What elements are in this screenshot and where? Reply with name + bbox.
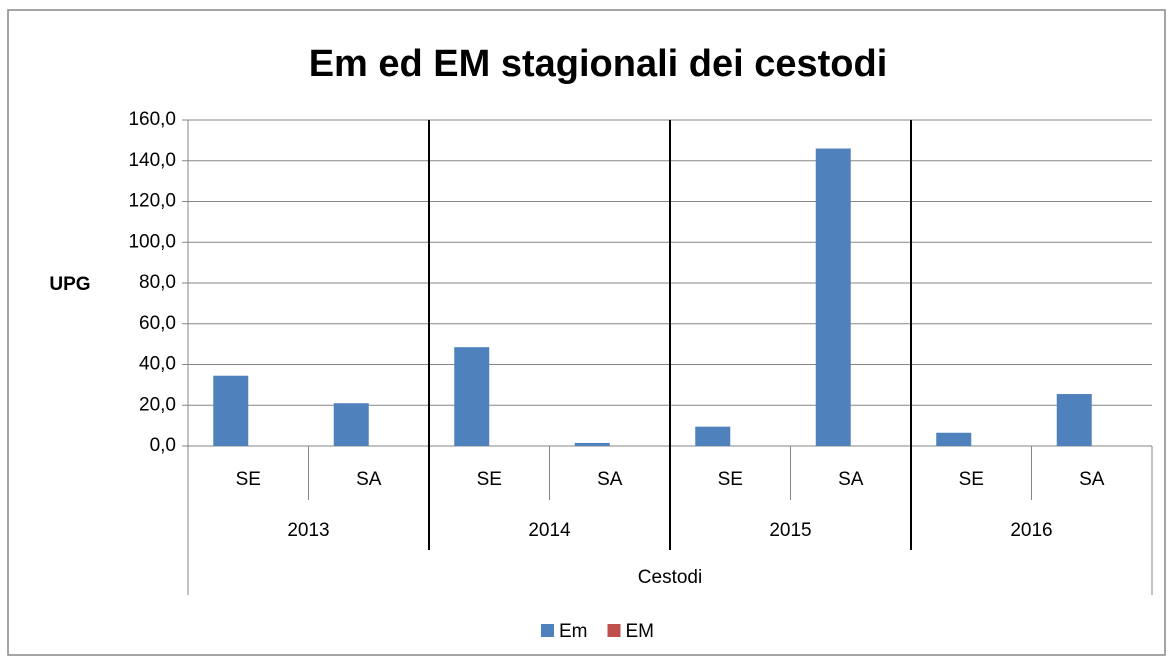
x-tick-label: SA bbox=[356, 469, 382, 490]
y-tick-label: 80,0 bbox=[139, 272, 176, 293]
y-tick-label: 120,0 bbox=[128, 191, 176, 212]
x-group-label: 2013 bbox=[287, 520, 329, 541]
y-axis-title: UPG bbox=[49, 274, 90, 295]
bar bbox=[454, 347, 490, 446]
y-tick-label: 60,0 bbox=[139, 313, 176, 334]
bar bbox=[213, 375, 249, 446]
y-tick-label: 20,0 bbox=[139, 394, 176, 415]
x-tick-label: SE bbox=[236, 469, 261, 490]
x-tick-label: SA bbox=[597, 469, 623, 490]
y-tick-label: 40,0 bbox=[139, 354, 176, 375]
bar bbox=[936, 432, 972, 446]
x-group-label: 2015 bbox=[769, 520, 811, 541]
legend-label: EM bbox=[626, 621, 655, 642]
bar bbox=[333, 403, 369, 446]
chart-title: Em ed EM stagionali dei cestodi bbox=[309, 43, 888, 85]
bar bbox=[574, 442, 610, 446]
x-group-label: 2014 bbox=[528, 520, 571, 541]
x-tick-label: SE bbox=[477, 469, 502, 490]
x-tick-label: SE bbox=[959, 469, 984, 490]
x-axis-title: Cestodi bbox=[638, 567, 702, 588]
bar bbox=[1056, 394, 1092, 446]
legend-swatch bbox=[607, 624, 621, 637]
x-tick-label: SA bbox=[838, 469, 864, 490]
bar bbox=[695, 426, 731, 446]
chart-border bbox=[7, 9, 1166, 656]
x-tick-label: SA bbox=[1079, 469, 1105, 490]
x-group-label: 2016 bbox=[1010, 520, 1052, 541]
y-tick-label: 0,0 bbox=[150, 435, 176, 456]
x-tick-label: SE bbox=[718, 469, 743, 490]
y-tick-label: 160,0 bbox=[128, 109, 176, 130]
y-tick-label: 100,0 bbox=[128, 231, 176, 252]
legend-label: Em bbox=[559, 621, 588, 642]
bar bbox=[815, 148, 851, 446]
legend-swatch bbox=[541, 624, 554, 637]
y-tick-label: 140,0 bbox=[128, 150, 176, 171]
